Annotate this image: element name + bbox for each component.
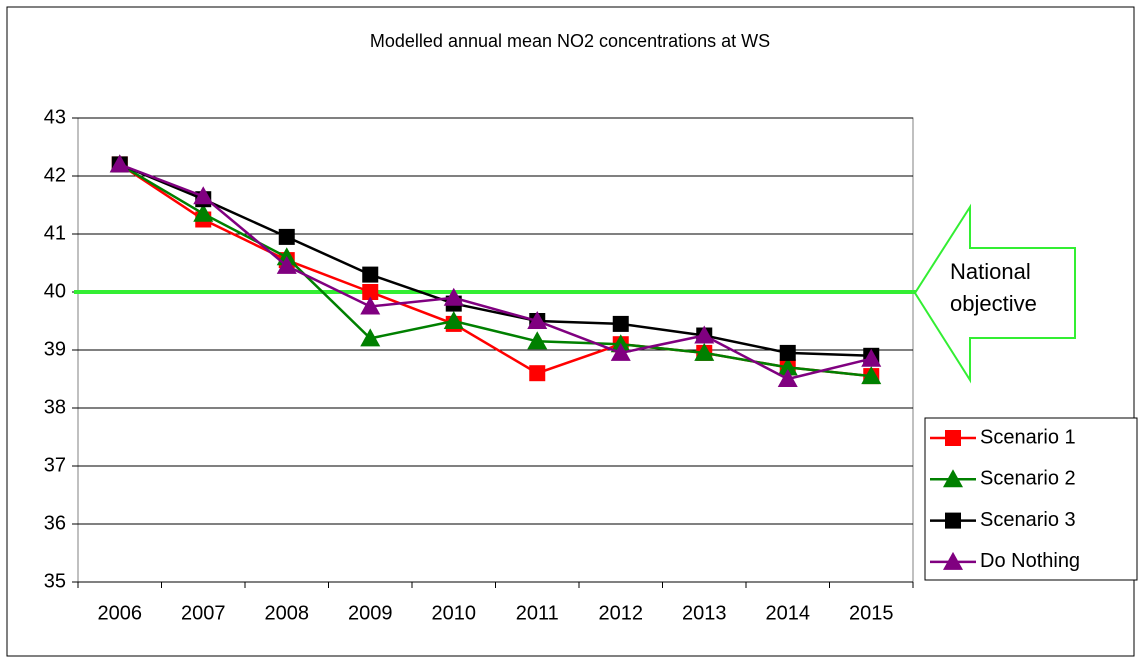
marker xyxy=(527,311,548,329)
legend-marker xyxy=(943,469,963,488)
marker xyxy=(779,344,796,361)
x-tick-label: 2010 xyxy=(432,602,477,624)
x-tick-label: 2007 xyxy=(181,602,226,624)
marker xyxy=(193,186,214,205)
marker xyxy=(527,331,548,350)
marker xyxy=(777,357,798,376)
legend-label: Do Nothing xyxy=(980,550,1080,572)
y-tick-label: 36 xyxy=(44,512,66,534)
marker xyxy=(276,255,297,274)
x-tick-label: 2008 xyxy=(265,602,310,624)
marker xyxy=(360,296,381,315)
annotation: National objective xyxy=(950,259,1037,316)
marker xyxy=(610,342,631,361)
y-tick-label: 37 xyxy=(44,454,66,476)
x-tick-label: 2014 xyxy=(766,602,811,624)
y-tick-label: 38 xyxy=(44,396,66,418)
x-tick-label: 2009 xyxy=(348,602,393,624)
marker xyxy=(109,154,130,173)
arrow-callout xyxy=(913,203,1076,384)
legend-marker xyxy=(945,430,961,446)
marker xyxy=(861,348,882,367)
y-tick-label: 39 xyxy=(44,338,66,360)
legend-label: Scenario 1 xyxy=(980,426,1076,448)
y-tick-label: 40 xyxy=(44,280,66,302)
x-tick-label: 2011 xyxy=(516,602,559,624)
marker xyxy=(694,325,715,344)
legend-label: Scenario 3 xyxy=(980,509,1076,531)
y-tick-label: 43 xyxy=(44,106,66,128)
y-tick-label: 35 xyxy=(44,570,66,592)
x-tick-label: 2006 xyxy=(98,602,143,624)
marker xyxy=(612,315,629,332)
y-tick-label: 41 xyxy=(44,222,66,244)
x-tick-label: 2015 xyxy=(849,602,894,624)
marker xyxy=(362,284,379,300)
marker xyxy=(362,266,379,283)
y-tick-label: 42 xyxy=(44,164,66,186)
series-line xyxy=(119,163,872,378)
legend-label: Scenario 2 xyxy=(980,468,1076,490)
series-line xyxy=(119,163,872,358)
marker xyxy=(193,203,214,222)
marker xyxy=(777,369,798,387)
marker xyxy=(443,311,464,329)
x-tick-label: 2013 xyxy=(682,602,727,624)
marker xyxy=(529,365,546,382)
x-tick-label: 2012 xyxy=(599,602,644,624)
marker xyxy=(861,366,882,385)
legend-marker xyxy=(943,551,963,570)
marker xyxy=(278,228,295,245)
chart-title: Modelled annual mean NO2 concentrations … xyxy=(370,31,770,51)
marker xyxy=(360,328,381,347)
marker xyxy=(694,342,715,361)
marker xyxy=(443,287,464,306)
legend-marker xyxy=(945,512,961,529)
series-line xyxy=(119,163,872,381)
